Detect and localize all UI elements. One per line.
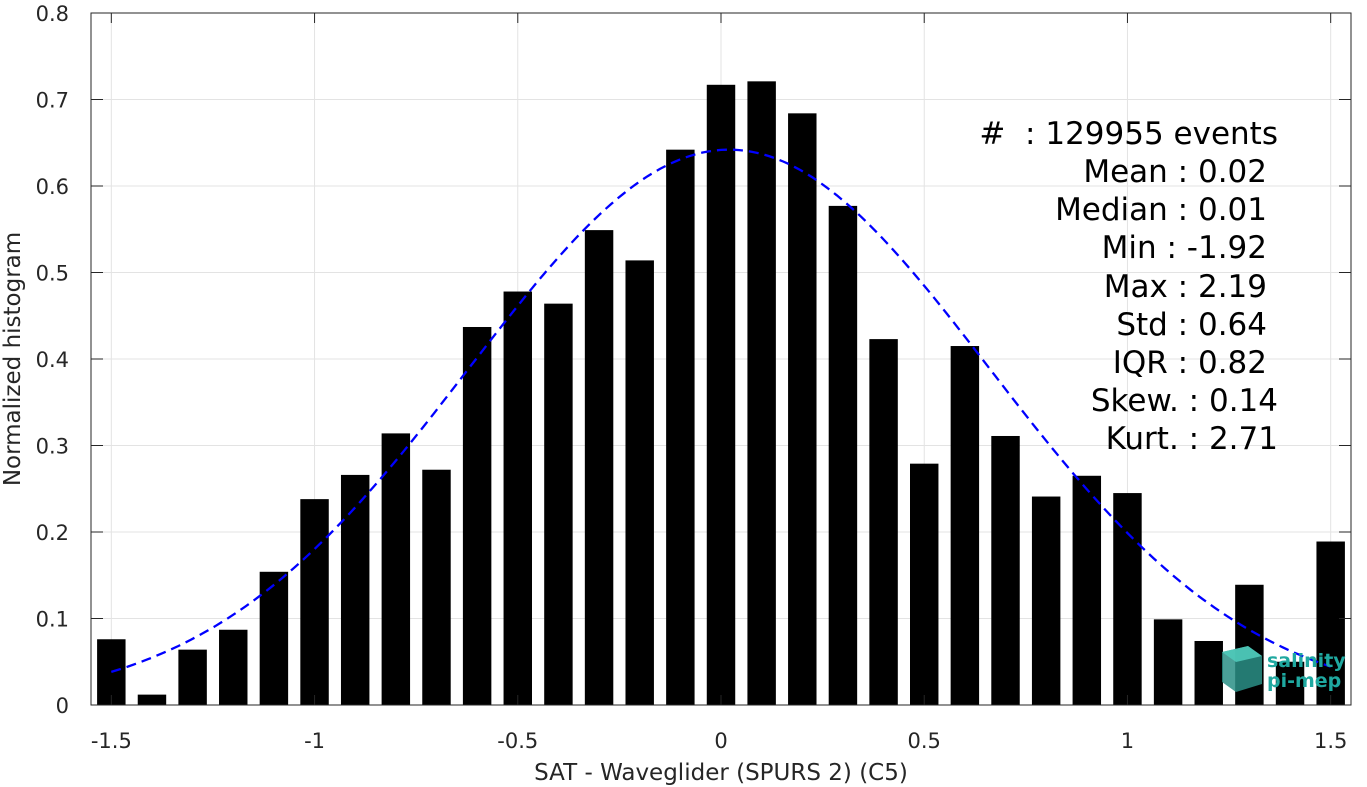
y-tick-label: 0.8 (36, 2, 69, 26)
stats-mean: Mean : 0.02 (1083, 154, 1267, 190)
stats-std: Std : 0.64 (1116, 307, 1267, 343)
y-axis-label: Normalized histogram (0, 232, 26, 486)
histogram-bar (1153, 619, 1183, 705)
histogram-bar (584, 230, 614, 706)
histogram-bar (462, 326, 492, 705)
histogram-bar (950, 346, 980, 705)
x-tick-label: -1.5 (91, 729, 132, 753)
histogram-bar (178, 649, 207, 705)
y-tick-label: 0.1 (36, 608, 69, 632)
stats-iqr: IQR : 0.82 (1113, 345, 1267, 381)
logo-cube-face (1222, 646, 1262, 662)
y-tick-labels: 0 0.1 0.2 0.3 0.4 0.5 0.6 0.7 0.8 (36, 2, 69, 718)
histogram-bar (706, 84, 736, 706)
histogram-bar (422, 469, 451, 705)
stats-median: Median : 0.01 (1055, 192, 1267, 228)
histogram-bar (788, 113, 817, 706)
histogram-bar (219, 629, 248, 705)
histogram-bar (1316, 541, 1345, 705)
stats-max: Max : 2.19 (1104, 269, 1267, 305)
stats-min: Min : -1.92 (1102, 230, 1267, 266)
histogram-bar (910, 463, 939, 705)
histogram-bar (1113, 493, 1142, 705)
histogram-bar (1072, 475, 1102, 705)
histogram-bar (1194, 640, 1223, 705)
histogram-bar (666, 149, 695, 706)
histogram-bar (991, 435, 1020, 705)
x-tick-label: 1 (1121, 729, 1134, 753)
histogram-bar (1031, 496, 1061, 705)
histogram-bar (340, 474, 370, 705)
histogram-bar (1275, 661, 1305, 705)
histogram-bar (137, 694, 167, 705)
x-tick-label: 1.5 (1314, 729, 1347, 753)
stats-skew: Skew. : 0.14 (1091, 383, 1278, 419)
y-tick-label: 0.5 (36, 262, 69, 286)
x-tick-label: 0 (714, 729, 727, 753)
axis-ticks (91, 12, 1351, 706)
histogram-bar (97, 639, 126, 705)
histogram-bar (300, 499, 329, 705)
histogram-bar (503, 291, 532, 705)
x-tick-label: -1 (304, 729, 325, 753)
histogram-bar (625, 260, 654, 705)
y-tick-label: 0.7 (36, 89, 69, 113)
histogram-bar (869, 339, 898, 705)
histogram-bar (828, 205, 858, 705)
y-tick-label: 0.2 (36, 521, 69, 545)
y-tick-label: 0.6 (36, 175, 69, 199)
y-tick-label: 0 (56, 694, 69, 718)
stats-events: # : 129955 events (979, 116, 1278, 152)
x-tick-label: 0.5 (908, 729, 941, 753)
x-axis-label: SAT - Waveglider (SPURS 2) (C5) (534, 760, 908, 786)
y-tick-label: 0.4 (36, 348, 69, 372)
x-tick-label: -0.5 (497, 729, 538, 753)
histogram-bar (747, 81, 776, 705)
stats-kurt: Kurt. : 2.71 (1106, 421, 1278, 457)
x-tick-labels: -1.5 -1 -0.5 0 0.5 1 1.5 (91, 729, 1348, 753)
salinity-pimep-logo: salinity pi-mep (1222, 646, 1346, 692)
y-tick-label: 0.3 (36, 435, 69, 459)
histogram-bar (259, 571, 289, 705)
histogram-bar (381, 433, 411, 705)
histogram-bars (97, 81, 1345, 706)
stats-box: # : 129955 events Mean : 0.02 Median : 0… (979, 116, 1278, 457)
histogram-bar (544, 303, 573, 705)
logo-line2: pi-mep (1267, 670, 1341, 692)
gaussian-fit-curve (110, 148, 1332, 673)
logo-line1: salinity (1267, 650, 1346, 672)
